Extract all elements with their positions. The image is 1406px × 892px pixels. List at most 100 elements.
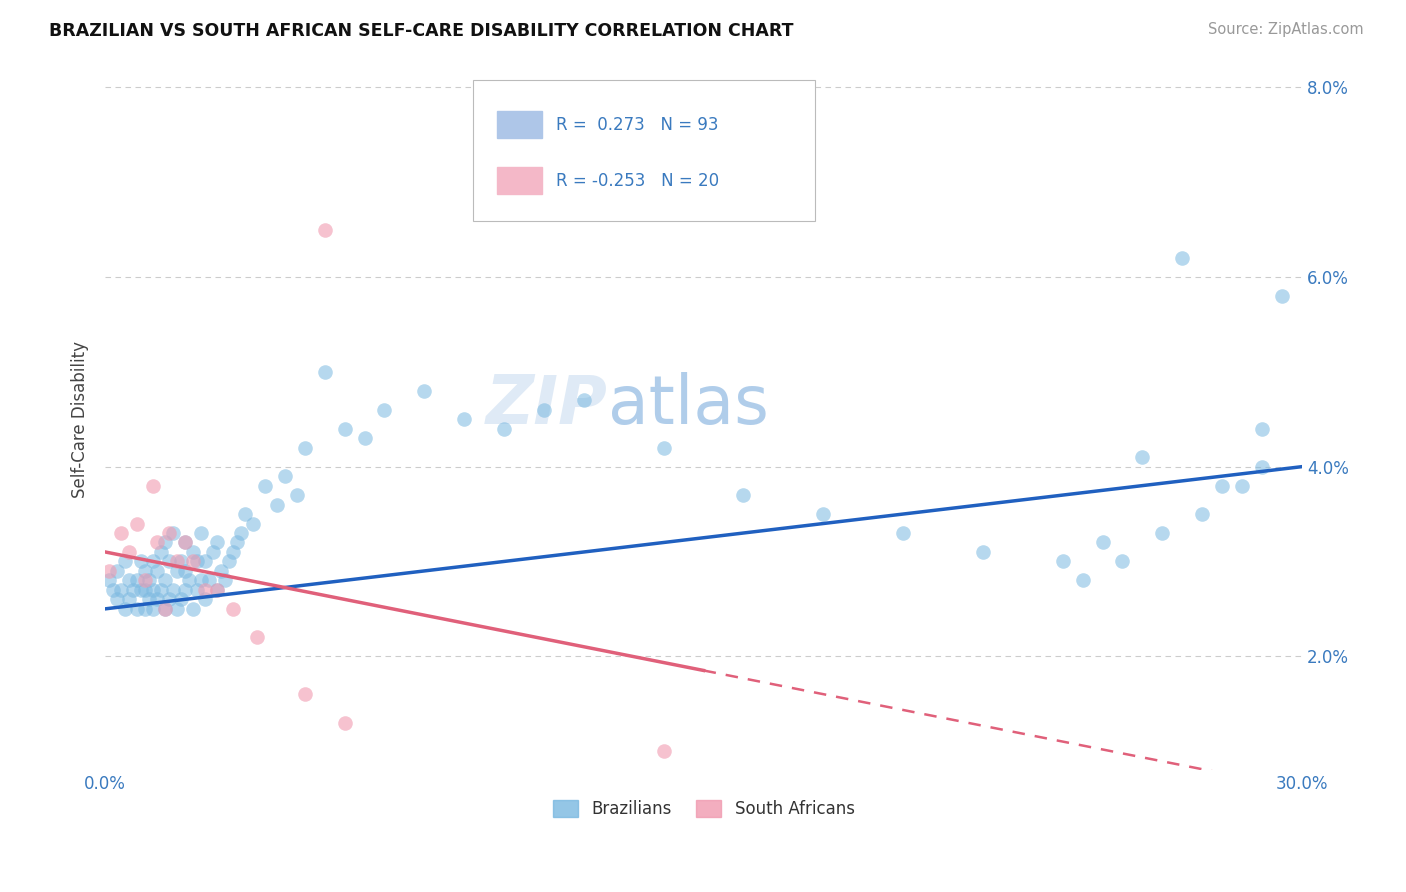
Point	[233, 507, 256, 521]
Point	[157, 592, 180, 607]
Point	[572, 393, 595, 408]
FancyBboxPatch shape	[472, 80, 815, 221]
Point	[314, 365, 336, 379]
Point	[205, 582, 228, 597]
Point	[652, 441, 675, 455]
Point	[134, 574, 156, 588]
Y-axis label: Self-Care Disability: Self-Care Disability	[72, 341, 89, 498]
Point	[142, 582, 165, 597]
Point	[813, 507, 835, 521]
Point	[201, 545, 224, 559]
Point	[118, 592, 141, 607]
Point	[333, 422, 356, 436]
Point	[127, 516, 149, 531]
Point	[146, 592, 169, 607]
Point	[218, 554, 240, 568]
Point	[146, 535, 169, 549]
Point	[98, 574, 121, 588]
Point	[186, 554, 208, 568]
Point	[127, 574, 149, 588]
Point	[105, 592, 128, 607]
Point	[222, 602, 245, 616]
Point	[229, 526, 252, 541]
Point	[274, 469, 297, 483]
Point	[114, 602, 136, 616]
Point	[103, 582, 125, 597]
Point	[150, 582, 173, 597]
Point	[253, 478, 276, 492]
Point	[652, 744, 675, 758]
Point	[105, 564, 128, 578]
Point	[333, 715, 356, 730]
Text: ZIP: ZIP	[486, 372, 607, 438]
Point	[162, 526, 184, 541]
Point	[1171, 251, 1194, 265]
Point	[170, 592, 193, 607]
Text: atlas: atlas	[607, 372, 769, 438]
Legend: Brazilians, South Africans: Brazilians, South Africans	[546, 793, 862, 825]
Point	[453, 412, 475, 426]
Point	[134, 602, 156, 616]
Point	[118, 574, 141, 588]
Point	[194, 592, 217, 607]
Point	[242, 516, 264, 531]
Text: R = -0.253   N = 20: R = -0.253 N = 20	[557, 172, 720, 190]
Text: BRAZILIAN VS SOUTH AFRICAN SELF-CARE DISABILITY CORRELATION CHART: BRAZILIAN VS SOUTH AFRICAN SELF-CARE DIS…	[49, 22, 794, 40]
Point	[733, 488, 755, 502]
Point	[127, 602, 149, 616]
Point	[891, 526, 914, 541]
Point	[174, 564, 197, 578]
Point	[294, 687, 316, 701]
Point	[146, 564, 169, 578]
Point	[166, 602, 188, 616]
Point	[174, 582, 197, 597]
Point	[1191, 507, 1213, 521]
Point	[142, 602, 165, 616]
Point	[294, 441, 316, 455]
Point	[129, 582, 152, 597]
Point	[205, 582, 228, 597]
Point	[177, 574, 200, 588]
Point	[166, 554, 188, 568]
Point	[166, 564, 188, 578]
Point	[266, 498, 288, 512]
Point	[246, 630, 269, 644]
Point	[314, 222, 336, 236]
Point	[142, 478, 165, 492]
Point	[98, 564, 121, 578]
Point	[186, 582, 208, 597]
Point	[209, 564, 232, 578]
Point	[170, 554, 193, 568]
Point	[142, 554, 165, 568]
Point	[1071, 574, 1094, 588]
Point	[181, 554, 204, 568]
Point	[1091, 535, 1114, 549]
Point	[494, 422, 516, 436]
Point	[1230, 478, 1253, 492]
Point	[1152, 526, 1174, 541]
Point	[174, 535, 197, 549]
Point	[222, 545, 245, 559]
Point	[1052, 554, 1074, 568]
Point	[1251, 422, 1274, 436]
Point	[150, 545, 173, 559]
Point	[1111, 554, 1133, 568]
Point	[134, 564, 156, 578]
Point	[134, 582, 156, 597]
Point	[285, 488, 308, 502]
Point	[181, 545, 204, 559]
Point	[110, 526, 132, 541]
Point	[157, 554, 180, 568]
Text: R =  0.273   N = 93: R = 0.273 N = 93	[557, 116, 718, 134]
Point	[1132, 450, 1154, 465]
Point	[110, 582, 132, 597]
Point	[214, 574, 236, 588]
Point	[413, 384, 436, 398]
Point	[190, 526, 212, 541]
Point	[181, 602, 204, 616]
Point	[190, 574, 212, 588]
Point	[129, 554, 152, 568]
Point	[533, 402, 555, 417]
Point	[972, 545, 994, 559]
Bar	[496, 112, 543, 138]
